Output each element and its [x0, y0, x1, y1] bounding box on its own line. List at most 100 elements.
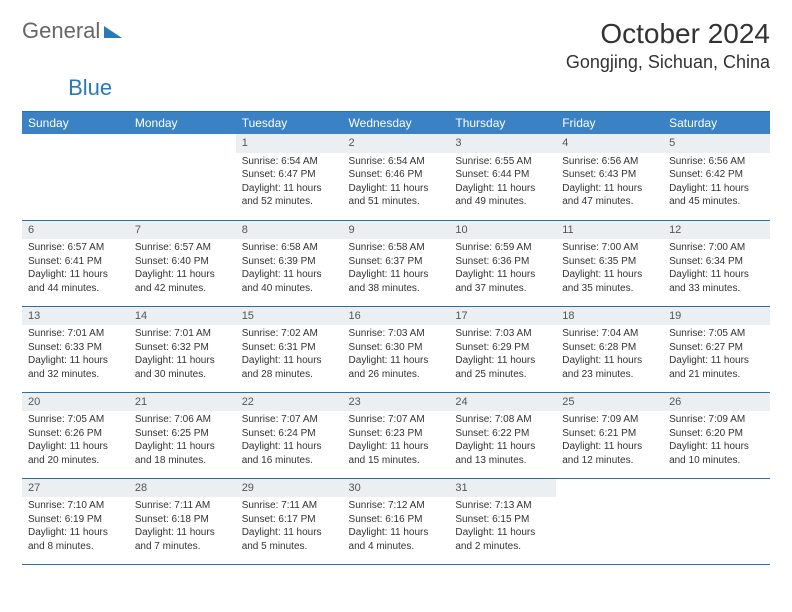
day-body: Sunrise: 6:59 AMSunset: 6:36 PMDaylight:…	[449, 239, 556, 299]
day-number: 22	[236, 393, 343, 412]
day-body: Sunrise: 7:03 AMSunset: 6:29 PMDaylight:…	[449, 325, 556, 385]
brand-part2: Blue	[68, 75, 112, 101]
sunrise-text: Sunrise: 6:56 AM	[562, 155, 657, 169]
daylight-text: Daylight: 11 hours and 23 minutes.	[562, 354, 657, 381]
calendar-cell: 23Sunrise: 7:07 AMSunset: 6:23 PMDayligh…	[343, 392, 450, 478]
calendar-cell: 24Sunrise: 7:08 AMSunset: 6:22 PMDayligh…	[449, 392, 556, 478]
daylight-text: Daylight: 11 hours and 45 minutes.	[669, 182, 764, 209]
calendar-cell: 7Sunrise: 6:57 AMSunset: 6:40 PMDaylight…	[129, 220, 236, 306]
day-body: Sunrise: 6:55 AMSunset: 6:44 PMDaylight:…	[449, 153, 556, 213]
sunset-text: Sunset: 6:26 PM	[28, 427, 123, 441]
day-number: 31	[449, 479, 556, 498]
calendar-cell	[663, 478, 770, 564]
month-title: October 2024	[566, 18, 770, 50]
sunset-text: Sunset: 6:15 PM	[455, 513, 550, 527]
day-body: Sunrise: 6:54 AMSunset: 6:47 PMDaylight:…	[236, 153, 343, 213]
day-number: 7	[129, 221, 236, 240]
header-bar: General October 2024 Gongjing, Sichuan, …	[22, 18, 770, 73]
sunset-text: Sunset: 6:33 PM	[28, 341, 123, 355]
day-body: Sunrise: 7:07 AMSunset: 6:24 PMDaylight:…	[236, 411, 343, 471]
daylight-text: Daylight: 11 hours and 49 minutes.	[455, 182, 550, 209]
sunset-text: Sunset: 6:32 PM	[135, 341, 230, 355]
sunrise-text: Sunrise: 7:01 AM	[28, 327, 123, 341]
daylight-text: Daylight: 11 hours and 40 minutes.	[242, 268, 337, 295]
calendar-cell: 25Sunrise: 7:09 AMSunset: 6:21 PMDayligh…	[556, 392, 663, 478]
day-body: Sunrise: 7:00 AMSunset: 6:35 PMDaylight:…	[556, 239, 663, 299]
weekday-tuesday: Tuesday	[236, 112, 343, 135]
daylight-text: Daylight: 11 hours and 21 minutes.	[669, 354, 764, 381]
sunrise-text: Sunrise: 6:54 AM	[242, 155, 337, 169]
sunset-text: Sunset: 6:44 PM	[455, 168, 550, 182]
weekday-thursday: Thursday	[449, 112, 556, 135]
brand-logo: General	[22, 18, 122, 44]
sunset-text: Sunset: 6:30 PM	[349, 341, 444, 355]
sunrise-text: Sunrise: 7:07 AM	[349, 413, 444, 427]
day-body: Sunrise: 7:03 AMSunset: 6:30 PMDaylight:…	[343, 325, 450, 385]
day-body: Sunrise: 7:12 AMSunset: 6:16 PMDaylight:…	[343, 497, 450, 557]
day-body: Sunrise: 6:54 AMSunset: 6:46 PMDaylight:…	[343, 153, 450, 213]
calendar-cell	[556, 478, 663, 564]
daylight-text: Daylight: 11 hours and 28 minutes.	[242, 354, 337, 381]
day-body: Sunrise: 6:57 AMSunset: 6:40 PMDaylight:…	[129, 239, 236, 299]
sunrise-text: Sunrise: 7:10 AM	[28, 499, 123, 513]
daylight-text: Daylight: 11 hours and 18 minutes.	[135, 440, 230, 467]
daylight-text: Daylight: 11 hours and 12 minutes.	[562, 440, 657, 467]
sunrise-text: Sunrise: 7:00 AM	[669, 241, 764, 255]
daylight-text: Daylight: 11 hours and 37 minutes.	[455, 268, 550, 295]
calendar-cell: 22Sunrise: 7:07 AMSunset: 6:24 PMDayligh…	[236, 392, 343, 478]
daylight-text: Daylight: 11 hours and 30 minutes.	[135, 354, 230, 381]
sunrise-text: Sunrise: 7:05 AM	[28, 413, 123, 427]
day-number: 3	[449, 134, 556, 153]
sunset-text: Sunset: 6:19 PM	[28, 513, 123, 527]
calendar-cell: 12Sunrise: 7:00 AMSunset: 6:34 PMDayligh…	[663, 220, 770, 306]
calendar-body: 1Sunrise: 6:54 AMSunset: 6:47 PMDaylight…	[22, 134, 770, 564]
day-number: 5	[663, 134, 770, 153]
calendar-cell: 5Sunrise: 6:56 AMSunset: 6:42 PMDaylight…	[663, 134, 770, 220]
calendar-cell: 8Sunrise: 6:58 AMSunset: 6:39 PMDaylight…	[236, 220, 343, 306]
day-body: Sunrise: 7:13 AMSunset: 6:15 PMDaylight:…	[449, 497, 556, 557]
day-number: 18	[556, 307, 663, 326]
daylight-text: Daylight: 11 hours and 13 minutes.	[455, 440, 550, 467]
day-number: 15	[236, 307, 343, 326]
daylight-text: Daylight: 11 hours and 26 minutes.	[349, 354, 444, 381]
sunrise-text: Sunrise: 7:02 AM	[242, 327, 337, 341]
sunrise-text: Sunrise: 7:13 AM	[455, 499, 550, 513]
sunrise-text: Sunrise: 7:00 AM	[562, 241, 657, 255]
calendar-cell: 6Sunrise: 6:57 AMSunset: 6:41 PMDaylight…	[22, 220, 129, 306]
day-body: Sunrise: 7:00 AMSunset: 6:34 PMDaylight:…	[663, 239, 770, 299]
sunrise-text: Sunrise: 7:03 AM	[455, 327, 550, 341]
sunrise-text: Sunrise: 7:08 AM	[455, 413, 550, 427]
sunrise-text: Sunrise: 6:58 AM	[349, 241, 444, 255]
daylight-text: Daylight: 11 hours and 2 minutes.	[455, 526, 550, 553]
sunrise-text: Sunrise: 6:55 AM	[455, 155, 550, 169]
sunrise-text: Sunrise: 7:09 AM	[562, 413, 657, 427]
daylight-text: Daylight: 11 hours and 15 minutes.	[349, 440, 444, 467]
weekday-sunday: Sunday	[22, 112, 129, 135]
sunset-text: Sunset: 6:41 PM	[28, 255, 123, 269]
sunrise-text: Sunrise: 6:57 AM	[28, 241, 123, 255]
calendar-table: SundayMondayTuesdayWednesdayThursdayFrid…	[22, 111, 770, 565]
day-number: 17	[449, 307, 556, 326]
day-body: Sunrise: 7:09 AMSunset: 6:21 PMDaylight:…	[556, 411, 663, 471]
sunrise-text: Sunrise: 7:09 AM	[669, 413, 764, 427]
sunset-text: Sunset: 6:29 PM	[455, 341, 550, 355]
sunrise-text: Sunrise: 7:05 AM	[669, 327, 764, 341]
sunset-text: Sunset: 6:17 PM	[242, 513, 337, 527]
sunset-text: Sunset: 6:37 PM	[349, 255, 444, 269]
calendar-cell: 4Sunrise: 6:56 AMSunset: 6:43 PMDaylight…	[556, 134, 663, 220]
calendar-cell: 3Sunrise: 6:55 AMSunset: 6:44 PMDaylight…	[449, 134, 556, 220]
calendar-row: 1Sunrise: 6:54 AMSunset: 6:47 PMDaylight…	[22, 134, 770, 220]
calendar-row: 6Sunrise: 6:57 AMSunset: 6:41 PMDaylight…	[22, 220, 770, 306]
daylight-text: Daylight: 11 hours and 52 minutes.	[242, 182, 337, 209]
calendar-cell: 9Sunrise: 6:58 AMSunset: 6:37 PMDaylight…	[343, 220, 450, 306]
brand-part1: General	[22, 18, 100, 44]
sunset-text: Sunset: 6:23 PM	[349, 427, 444, 441]
calendar-cell: 28Sunrise: 7:11 AMSunset: 6:18 PMDayligh…	[129, 478, 236, 564]
day-number: 21	[129, 393, 236, 412]
calendar-cell: 14Sunrise: 7:01 AMSunset: 6:32 PMDayligh…	[129, 306, 236, 392]
calendar-cell: 18Sunrise: 7:04 AMSunset: 6:28 PMDayligh…	[556, 306, 663, 392]
daylight-text: Daylight: 11 hours and 5 minutes.	[242, 526, 337, 553]
day-number: 1	[236, 134, 343, 153]
day-body: Sunrise: 6:58 AMSunset: 6:37 PMDaylight:…	[343, 239, 450, 299]
day-body: Sunrise: 7:01 AMSunset: 6:33 PMDaylight:…	[22, 325, 129, 385]
